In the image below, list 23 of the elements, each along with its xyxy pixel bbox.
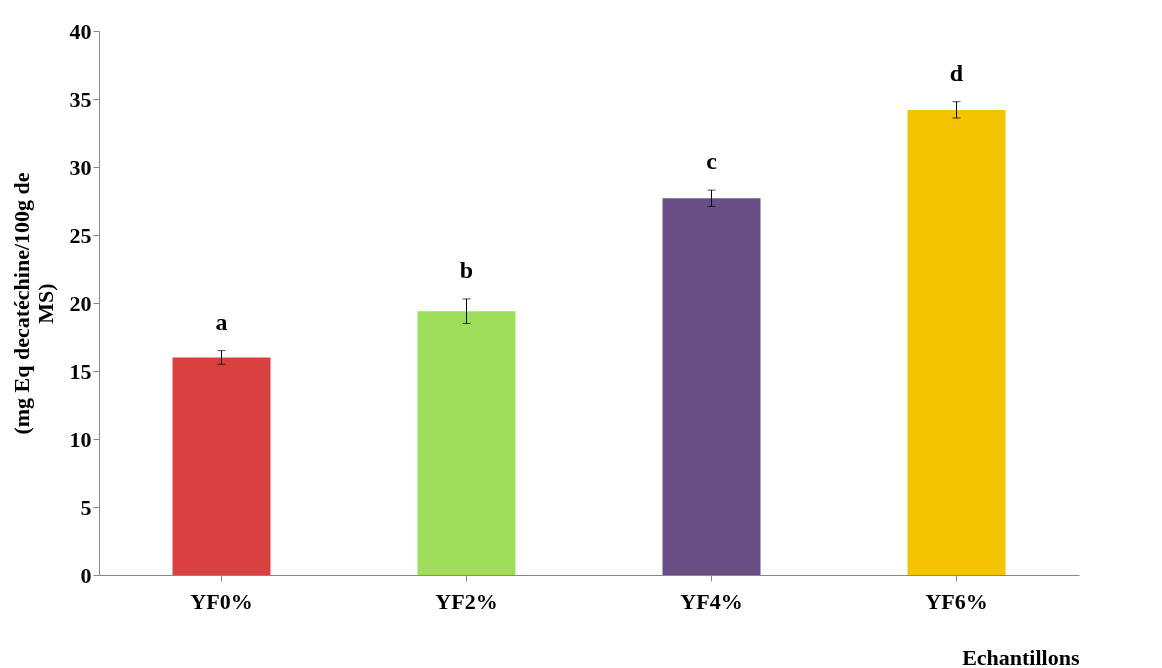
bar [417, 311, 516, 575]
y-tick-label: 10 [69, 426, 92, 452]
y-axis-title: (mg Eq decatéchine/100g de MS) [8, 172, 58, 435]
bar [172, 357, 271, 575]
x-axis-title: Echantillons [962, 644, 1080, 668]
x-tick-label: YF2% [435, 588, 498, 614]
y-tick-label: 5 [80, 494, 92, 520]
y-tick-label: 30 [69, 154, 92, 180]
y-tick-label: 40 [69, 18, 92, 44]
x-tick-label: YF0% [190, 588, 253, 614]
annotation: b [459, 256, 474, 283]
bar [662, 198, 761, 575]
y-tick-label: 15 [69, 358, 92, 384]
annotation: d [949, 59, 964, 86]
y-tick-label: 0 [80, 562, 92, 588]
x-tick-label: YF6% [925, 588, 988, 614]
annotation: a [215, 308, 228, 335]
bar [907, 109, 1006, 575]
y-tick-label: 35 [69, 86, 92, 112]
annotation: c [706, 148, 718, 175]
y-tick-label: 25 [69, 222, 92, 248]
x-tick-label: YF4% [680, 588, 743, 614]
y-tick-label: 20 [69, 290, 92, 316]
